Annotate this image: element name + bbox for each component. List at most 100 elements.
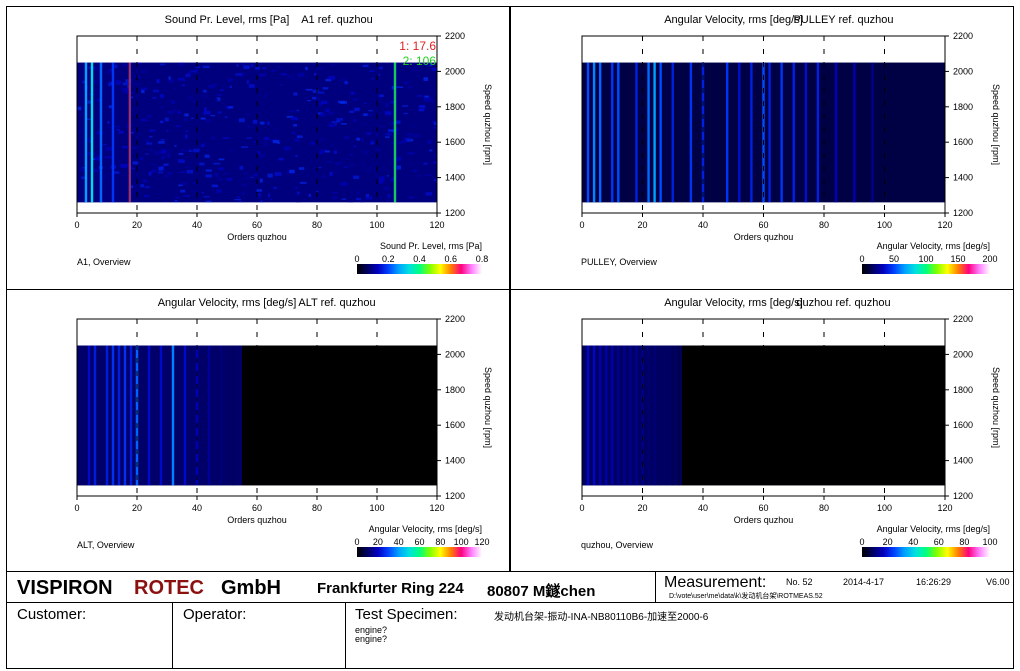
heatmap-speckle [115,198,121,200]
heatmap-speckle [433,178,437,182]
heatmap-speckle [155,139,162,141]
heatmap-speckle [369,70,375,72]
heatmap-speckle [87,100,92,104]
heatmap-speckle [108,82,113,87]
heatmap-speckle [332,192,338,194]
x-tick-label: 120 [429,220,444,230]
heatmap-speckle [215,173,219,178]
heatmap-speckle [259,153,266,158]
x-axis-label: Orders quzhou [734,232,794,242]
colorbar-tick-label: 0 [859,254,864,264]
heatmap-speckle [336,120,341,123]
heatmap-speckle [167,171,171,175]
heatmap-speckle [401,140,407,144]
heatmap-speckle [340,123,347,125]
y-tick-label: 1600 [445,137,465,147]
heatmap-speckle [352,128,357,131]
y-tick-label: 1800 [445,102,465,112]
heatmap-speckle [167,118,172,121]
order-line [623,345,626,486]
heatmap-speckle [203,107,207,112]
order-line [586,62,590,203]
colorbar-tick-label: 80 [435,537,445,547]
operator-label: Operator: [183,606,247,623]
y-tick-label: 1400 [445,173,465,183]
heatmap-speckle [256,189,262,192]
chart-title: Angular Velocity, rms [deg/s] [664,297,803,309]
heatmap-speckle [164,117,169,122]
heatmap-speckle [320,112,326,117]
heatmap-speckle [166,130,169,132]
heatmap-empty-region [242,345,437,486]
chart-a1: Sound Pr. Level, rms [Pa] A1 ref. quzhou 1… [74,14,493,274]
heatmap-speckle [236,64,239,67]
heatmap-speckle [274,172,282,176]
heatmap-speckle [270,198,273,201]
heatmap-speckle [331,125,337,128]
heatmap-speckle [279,84,283,86]
x-tick-label: 40 [698,503,708,513]
y-tick-label: 2200 [445,314,465,324]
y-tick-label: 2000 [953,66,973,76]
heatmap-speckle [417,95,424,97]
heatmap-speckle [235,73,243,76]
order-line [598,62,602,203]
colorbar [357,547,482,557]
heatmap-speckle [178,159,185,164]
colorbar [862,547,990,557]
heatmap-speckle [177,110,181,114]
heatmap-speckle [328,75,336,80]
heatmap-speckle [409,161,417,165]
heatmap-speckle [129,167,133,169]
y-tick-label: 1600 [445,420,465,430]
order-line [762,62,765,203]
heatmap-speckle [333,150,337,154]
heatmap-speckle [367,114,373,116]
heatmap-speckle [205,119,211,123]
y-tick-label: 1200 [953,208,973,218]
heatmap-speckle [182,195,188,197]
y-tick-label: 1600 [953,137,973,147]
heatmap-speckle [190,70,196,73]
heatmap-speckle [424,95,429,99]
heatmap-speckle [134,83,139,86]
heatmap-speckle [305,66,308,71]
heatmap-speckle [418,108,424,112]
heatmap-speckle [236,196,240,199]
heatmap-speckle [188,150,193,152]
heatmap-speckle [350,153,353,156]
heatmap-speckle [253,173,258,177]
heatmap-speckle [329,172,333,176]
heatmap-speckle [355,197,362,201]
colorbar-tick-label: 0.4 [413,254,426,264]
colorbar-tick-label: 0.8 [476,254,489,264]
heatmap-speckle [284,146,291,151]
heatmap-speckle [239,165,244,170]
heatmap-speckle [246,137,253,139]
colorbar-tick-label: 0.6 [444,254,457,264]
heatmap-speckle [108,79,115,82]
heatmap-speckle [325,108,330,113]
heatmap-speckle [259,73,266,77]
heatmap-speckle [265,198,269,200]
heatmap-speckle [169,149,173,151]
heatmap-speckle [287,74,294,79]
heatmap-speckle [208,85,216,88]
heatmap-speckle [293,124,298,127]
heatmap-speckle [146,114,152,118]
heatmap-speckle [278,157,284,161]
heatmap-speckle [130,185,134,189]
heatmap-speckle [286,115,294,118]
heatmap-speckle [391,177,395,182]
x-tick-label: 100 [369,220,384,230]
heatmap-speckle [408,86,412,89]
heatmap-speckle [187,71,191,74]
order-line [647,62,650,203]
order-line [592,62,596,203]
heatmap-speckle [188,96,193,100]
heatmap-speckle [107,121,110,124]
heatmap-speckle [93,168,98,170]
order-line [611,62,614,203]
heatmap-speckle [417,174,422,177]
heatmap-speckle [361,138,364,142]
